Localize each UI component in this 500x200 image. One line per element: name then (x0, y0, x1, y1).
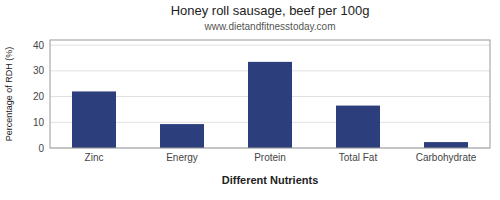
y-tick-label: 0 (38, 143, 44, 154)
x-tick-label: Protein (254, 152, 286, 163)
grid (50, 45, 490, 148)
bar (424, 142, 468, 148)
y-tick-label: 20 (33, 91, 45, 102)
bar (160, 124, 204, 148)
x-axis-label: Different Nutrients (222, 174, 319, 186)
y-tick-label: 10 (33, 117, 45, 128)
x-tick-label: Total Fat (339, 152, 378, 163)
page: {"chart_data": {"type": "bar", "title": … (0, 0, 500, 200)
bar (336, 106, 380, 148)
title: Honey roll sausage, beef per 100g (171, 3, 370, 18)
x-tick-label: Carbohydrate (416, 152, 477, 163)
y-tick-label: 30 (33, 65, 45, 76)
bars (72, 62, 468, 148)
grid-line (50, 45, 490, 46)
chart: Honey roll sausage, beef per 100g www.die… (0, 0, 500, 200)
x-tick-label: Zinc (85, 152, 104, 163)
plot-frame (50, 40, 490, 148)
y-tick-label: 40 (33, 40, 45, 51)
bar (248, 62, 292, 148)
y-axis: 0 10 20 30 40 (33, 40, 45, 154)
y-axis-label: Percentage of RDH (%) (4, 47, 14, 142)
x-tick-label: Energy (166, 152, 198, 163)
subtitle: www.dietandfitnesstoday.com (204, 21, 336, 32)
x-axis: Zinc Energy Protein Total Fat Carbohydrate (85, 152, 477, 163)
chart-container: Honey roll sausage, beef per 100g www.die… (0, 0, 500, 200)
bar (72, 91, 116, 148)
